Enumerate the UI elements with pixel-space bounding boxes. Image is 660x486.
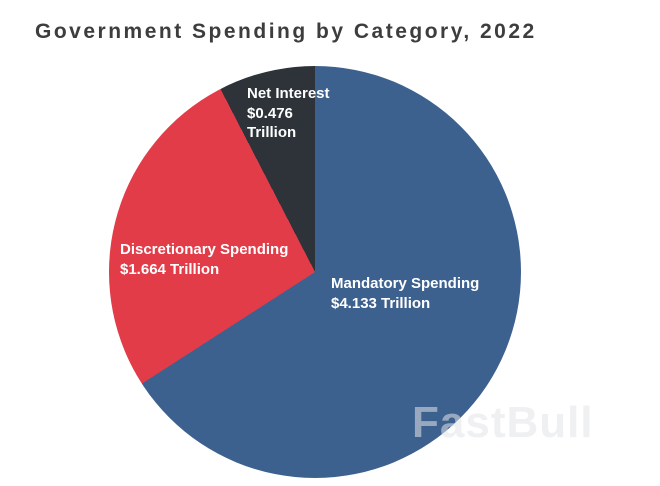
slice-value-text: $1.664 Trillion: [120, 260, 220, 278]
chart-title: Government Spending by Category, 2022: [35, 20, 537, 43]
slice-label-mandatory-spending: Mandatory Spending $4.133 Trillion: [331, 274, 479, 313]
pie-chart: [109, 66, 521, 478]
slice-label-text: Net Interest: [247, 85, 330, 102]
slice-value-text: $0.476 Trillion: [247, 104, 297, 142]
slice-label-net-interest: Net Interest $0.476 Trillion: [247, 84, 330, 143]
slice-label-text: Discretionary Spending: [120, 241, 289, 258]
slice-label-text: Mandatory Spending: [331, 275, 480, 292]
watermark-logo: FastBull: [412, 398, 594, 447]
slice-label-discretionary-spending: Discretionary Spending $1.664 Trillion: [120, 240, 288, 279]
slice-value-text: $4.133 Trillion: [331, 294, 431, 312]
